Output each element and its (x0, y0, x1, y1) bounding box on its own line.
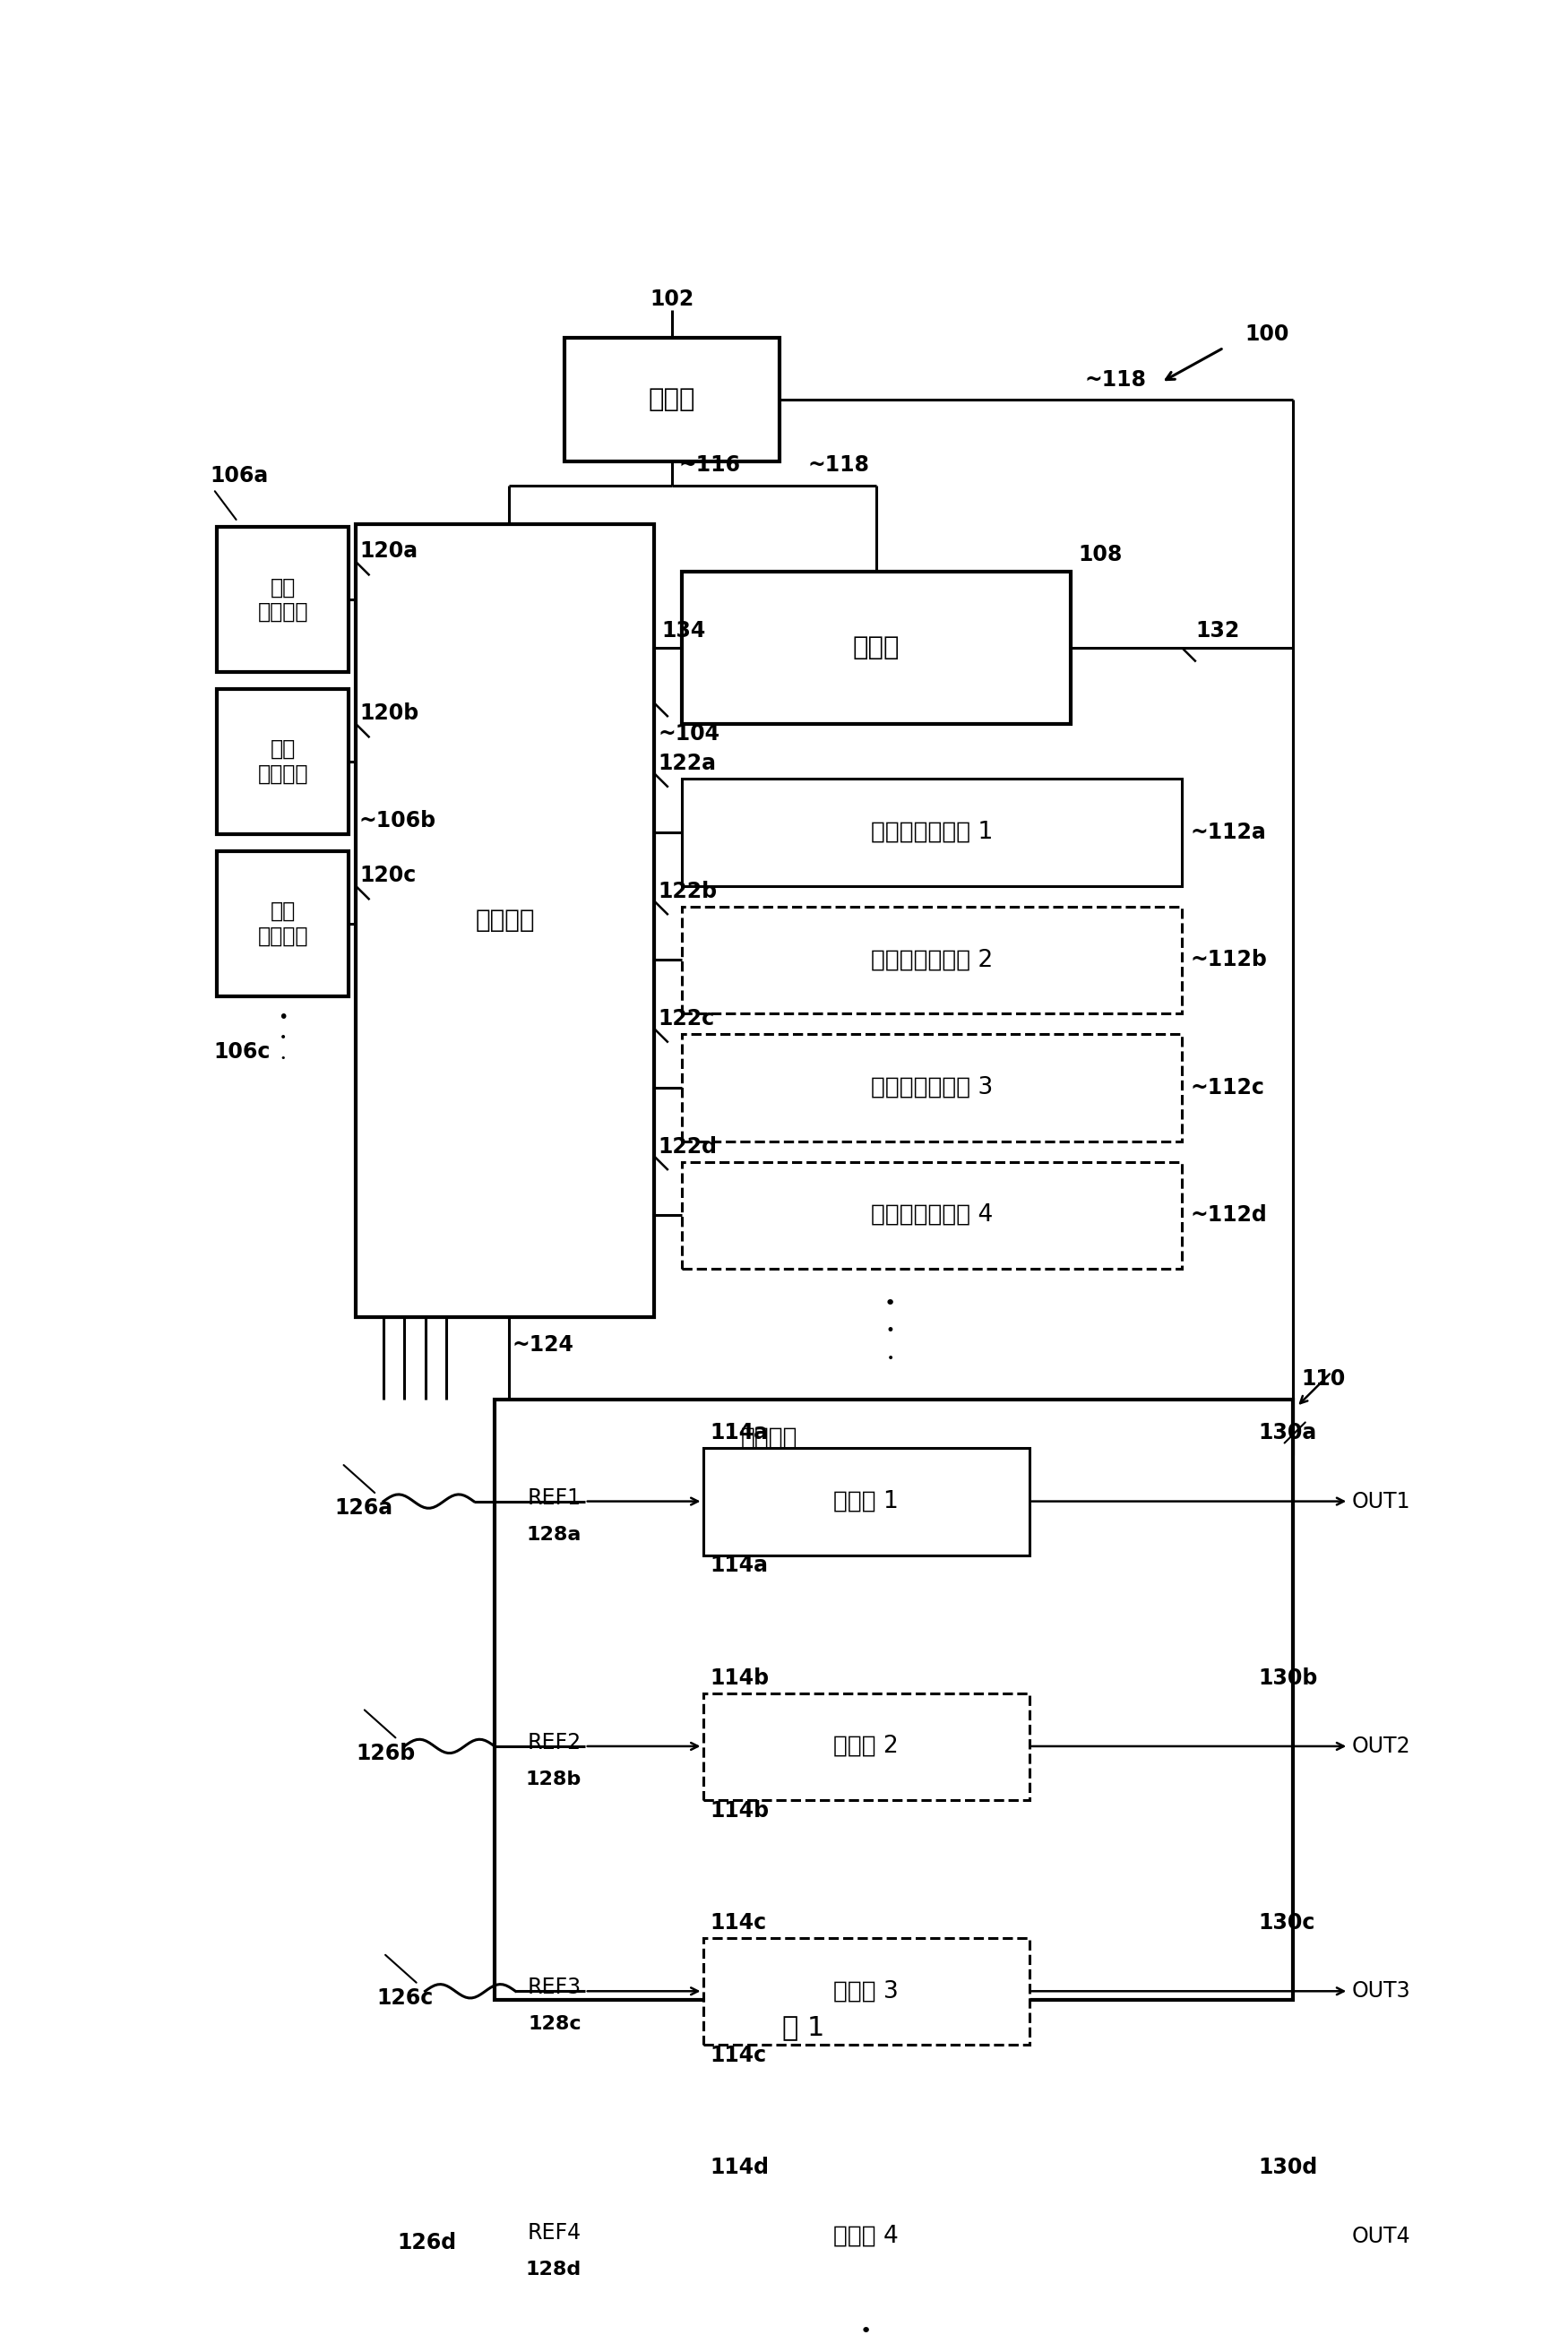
Text: 122b: 122b (659, 880, 717, 903)
Text: 122c: 122c (659, 1009, 715, 1030)
Text: 多位
存储单元: 多位 存储单元 (257, 739, 307, 786)
Text: 多位
存储单元: 多位 存储单元 (257, 576, 307, 623)
Text: 114c: 114c (710, 2044, 767, 2065)
Bar (682, 1035, 1182, 1141)
Text: •: • (884, 1294, 897, 1312)
Text: 126a: 126a (336, 1498, 394, 1519)
Bar (216, 527, 348, 673)
Text: 134: 134 (662, 621, 706, 642)
Text: 比较器 1: 比较器 1 (834, 1489, 898, 1512)
Text: 114d: 114d (710, 2157, 768, 2178)
Text: 多位
存储单元: 多位 存储单元 (257, 901, 307, 948)
Text: 120c: 120c (359, 866, 416, 887)
Text: •: • (279, 1033, 287, 1044)
Text: 114b: 114b (710, 1668, 770, 1689)
Text: 130d: 130d (1259, 2157, 1317, 2178)
Text: REF3: REF3 (527, 1978, 582, 1999)
Text: •: • (281, 1054, 285, 1063)
Text: ~116: ~116 (679, 454, 740, 475)
Bar (494, 1399, 1294, 1999)
Text: 106c: 106c (213, 1040, 270, 1063)
Text: •: • (861, 2321, 872, 2340)
Text: OUT2: OUT2 (1352, 1736, 1411, 1757)
Text: 温度收支传感器 1: 温度收支传感器 1 (872, 821, 993, 844)
Text: OUT1: OUT1 (1352, 1491, 1411, 1512)
Text: 128c: 128c (528, 2016, 582, 2032)
Text: 分配电路: 分配电路 (475, 908, 535, 934)
Text: ~118: ~118 (1085, 369, 1146, 390)
Text: 控制器: 控制器 (853, 635, 900, 661)
Text: 126d: 126d (397, 2232, 456, 2253)
Text: 130b: 130b (1259, 1668, 1317, 1689)
Text: 128a: 128a (527, 1526, 582, 1543)
Text: 130c: 130c (1259, 1912, 1316, 1933)
Text: 温度收支传感器 4: 温度收支传感器 4 (872, 1204, 993, 1228)
Text: 114c: 114c (710, 1912, 767, 1933)
Text: ~118: ~118 (808, 454, 870, 475)
Text: 106a: 106a (210, 466, 268, 487)
Bar (682, 572, 1071, 724)
Text: ~124: ~124 (511, 1334, 574, 1355)
Text: •: • (886, 1322, 895, 1338)
Text: 126b: 126b (356, 1743, 416, 1764)
Bar (702, 2183, 1029, 2291)
Text: 比较器 2: 比较器 2 (834, 1736, 898, 1757)
Bar (216, 851, 348, 997)
Bar (682, 779, 1182, 887)
Text: 比较器 3: 比较器 3 (834, 1980, 898, 2004)
Text: REF4: REF4 (527, 2223, 582, 2244)
Text: 130a: 130a (1259, 1423, 1317, 1444)
Text: REF2: REF2 (527, 1731, 582, 1755)
Text: REF1: REF1 (527, 1486, 582, 1508)
Text: 114b: 114b (710, 1799, 770, 1820)
Text: 102: 102 (649, 289, 693, 310)
Text: OUT3: OUT3 (1352, 1980, 1411, 2002)
Text: 128d: 128d (525, 2260, 582, 2279)
Bar (564, 336, 779, 461)
Bar (702, 1449, 1029, 1555)
Text: 图 1: 图 1 (782, 2016, 825, 2042)
Bar (702, 1938, 1029, 2044)
Text: ~112b: ~112b (1190, 948, 1267, 971)
Text: ~112d: ~112d (1190, 1204, 1267, 1225)
Text: ~112a: ~112a (1190, 821, 1267, 842)
Bar (682, 1162, 1182, 1268)
Text: ~112c: ~112c (1190, 1077, 1265, 1098)
Text: ~104: ~104 (659, 724, 720, 746)
Text: 写电路: 写电路 (648, 388, 695, 412)
Text: 132: 132 (1196, 621, 1240, 642)
Text: 100: 100 (1245, 322, 1289, 346)
Bar (682, 906, 1182, 1014)
Text: 114a: 114a (710, 1423, 768, 1444)
Text: 126c: 126c (376, 1987, 433, 2009)
Text: 108: 108 (1077, 543, 1123, 564)
Text: 110: 110 (1301, 1369, 1345, 1390)
Text: 读出电路: 读出电路 (740, 1425, 798, 1449)
Bar (356, 524, 654, 1317)
Text: 128b: 128b (525, 1771, 582, 1788)
Text: 122a: 122a (659, 753, 717, 774)
Text: 114a: 114a (710, 1555, 768, 1576)
Text: 122d: 122d (659, 1136, 717, 1157)
Text: 比较器 4: 比较器 4 (834, 2225, 898, 2249)
Text: •: • (887, 1352, 894, 1364)
Bar (216, 689, 348, 835)
Text: ~106b: ~106b (359, 809, 436, 830)
Text: 温度收支传感器 2: 温度收支传感器 2 (872, 948, 993, 971)
Text: OUT4: OUT4 (1352, 2225, 1411, 2246)
Text: 温度收支传感器 3: 温度收支传感器 3 (872, 1075, 993, 1098)
Text: 120a: 120a (359, 541, 417, 562)
Text: •: • (278, 1009, 289, 1025)
Bar (702, 1693, 1029, 1799)
Text: 120b: 120b (359, 703, 419, 724)
